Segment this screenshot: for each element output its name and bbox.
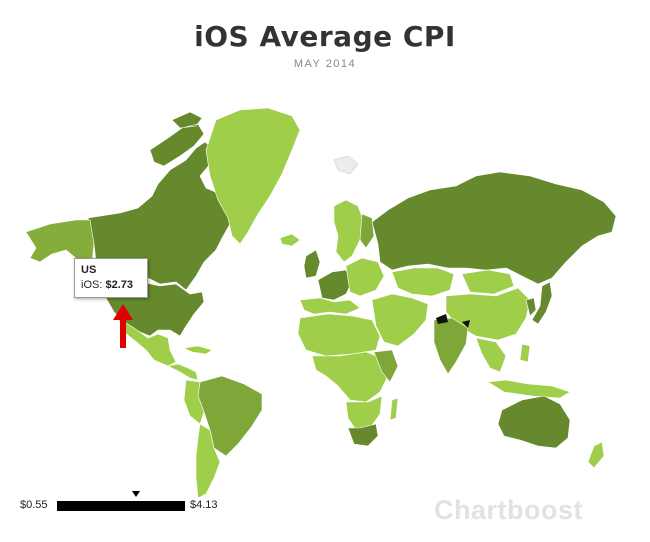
region-caribbean[interactable] [183, 345, 213, 355]
pointer-arrow [113, 304, 133, 348]
country-finland[interactable] [359, 213, 375, 249]
region-no-data-arctic [333, 155, 359, 175]
region-southern-europe[interactable] [299, 297, 361, 315]
region-central-america[interactable] [167, 363, 199, 381]
legend-marker [132, 491, 140, 497]
tooltip-label: iOS: [81, 279, 103, 291]
region-southern-africa[interactable] [345, 395, 383, 431]
legend-scale-bar [57, 501, 185, 511]
country-russia[interactable] [371, 171, 617, 285]
region-philippines[interactable] [519, 343, 531, 363]
region-east-africa[interactable] [373, 349, 399, 383]
region-north-africa[interactable] [297, 313, 381, 357]
country-japan[interactable] [531, 281, 553, 325]
region-indonesia[interactable] [487, 379, 571, 399]
tooltip-country: US [81, 264, 97, 276]
country-mongolia[interactable] [461, 269, 515, 295]
country-south-africa[interactable] [347, 423, 379, 447]
country-kazakhstan[interactable] [391, 267, 455, 297]
country-greenland[interactable] [205, 107, 301, 245]
country-tooltip: US iOS: $2.73 [74, 258, 148, 298]
country-iceland[interactable] [279, 233, 301, 247]
region-southeast-asia[interactable] [475, 337, 507, 373]
region-south-america [183, 375, 263, 499]
chart-title: iOS Average CPI [194, 20, 456, 53]
region-europe [299, 199, 385, 315]
country-mexico[interactable] [117, 317, 177, 367]
region-central-africa[interactable] [311, 351, 389, 403]
tooltip-value: $2.73 [105, 279, 133, 291]
country-scandinavia[interactable] [333, 199, 365, 263]
country-australia[interactable] [497, 395, 571, 449]
country-canada-arctic[interactable] [149, 111, 205, 167]
chartboost-logo: Chartboost [434, 495, 583, 525]
legend-max-label: $4.13 [190, 499, 218, 511]
region-asia [371, 171, 617, 399]
country-india[interactable] [433, 317, 469, 375]
region-no-data-kashmir [436, 314, 470, 328]
region-africa [297, 313, 399, 447]
region-middle-east[interactable] [371, 293, 429, 347]
country-uk[interactable] [303, 249, 321, 279]
chart-subtitle: MAY 2014 [293, 58, 357, 70]
region-north-america [25, 111, 233, 381]
country-new-zealand[interactable] [587, 441, 605, 469]
region-eastern-europe[interactable] [345, 257, 385, 297]
region-western-europe[interactable] [317, 269, 353, 301]
country-alaska[interactable] [25, 219, 95, 263]
country-argentina[interactable] [195, 423, 221, 499]
region-oceania [497, 395, 605, 469]
legend-min-label: $0.55 [20, 499, 48, 511]
country-madagascar[interactable] [389, 397, 399, 421]
country-korea[interactable] [525, 297, 537, 317]
country-andes[interactable] [183, 379, 205, 425]
tooltip-line: iOS: $2.73 [81, 278, 141, 293]
